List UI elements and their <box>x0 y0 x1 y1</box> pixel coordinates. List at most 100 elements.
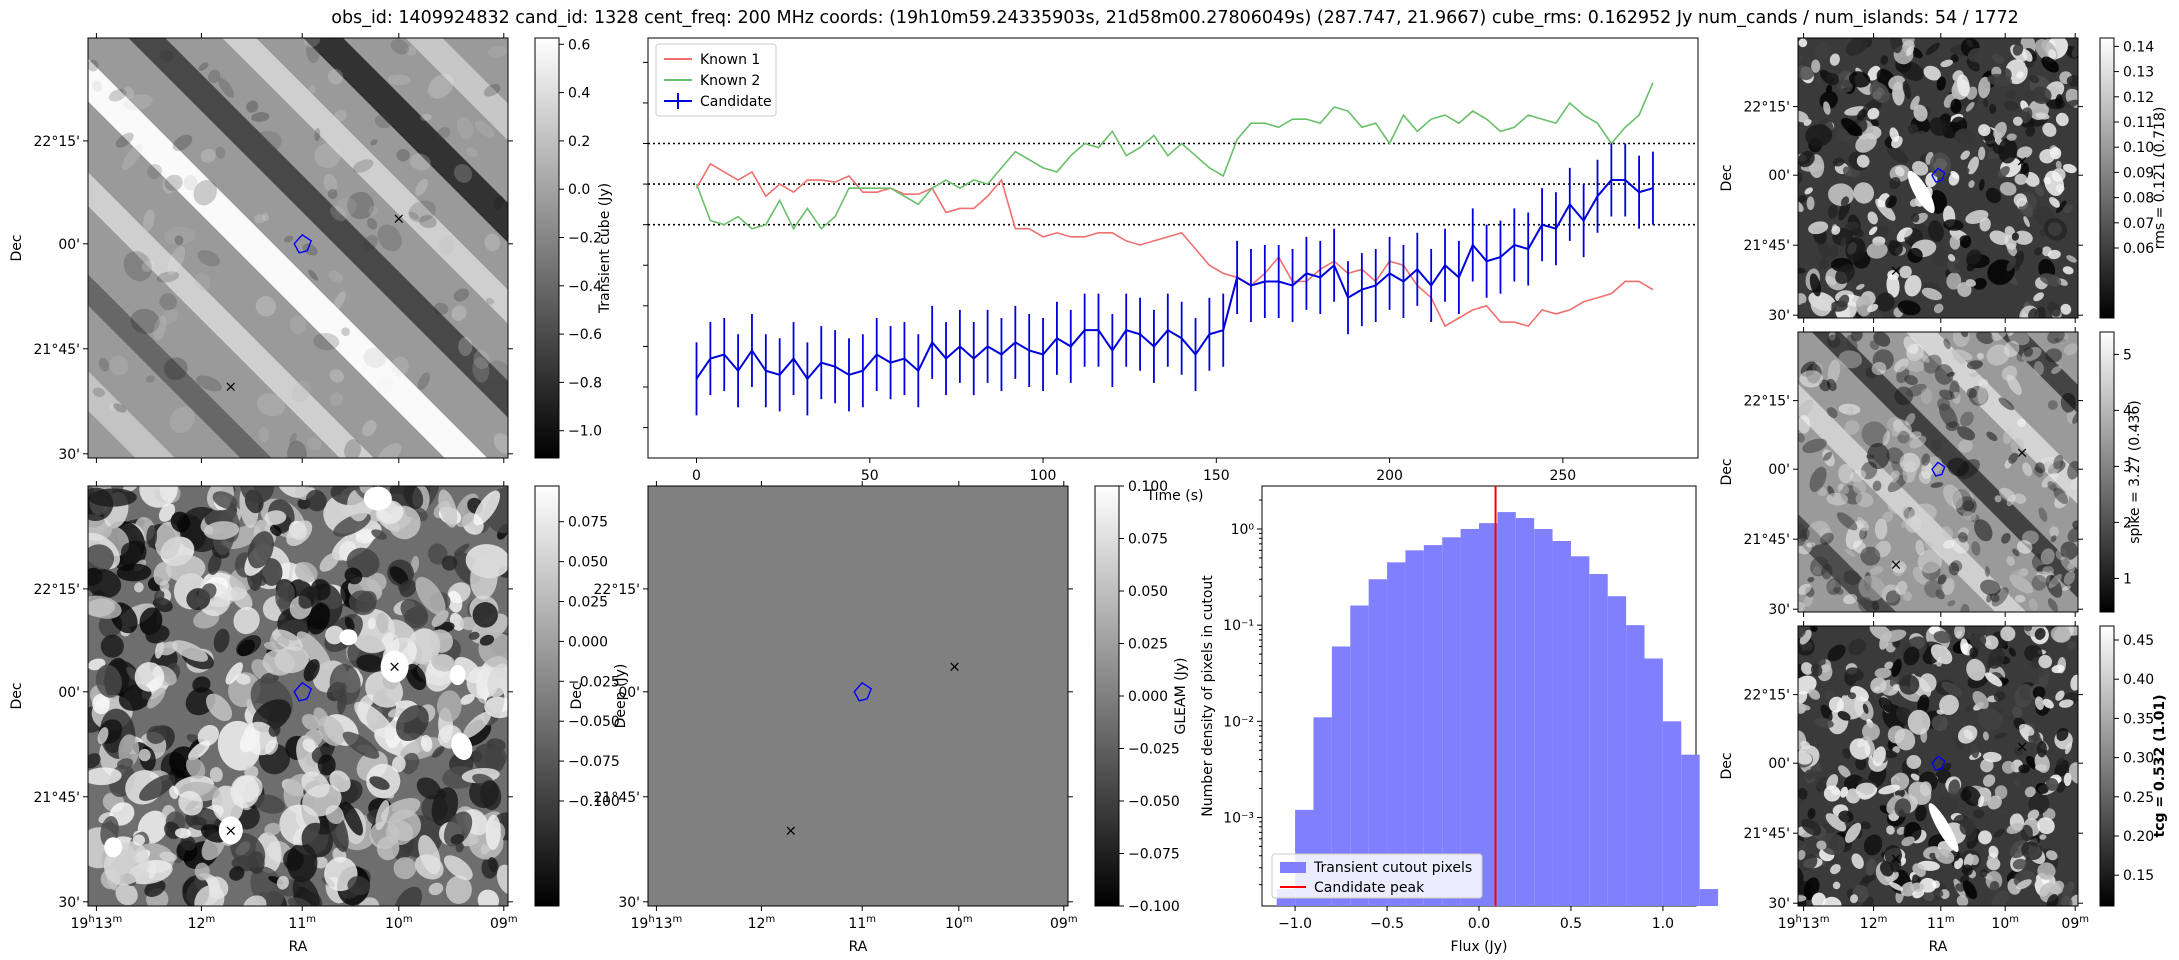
transient-image-blob <box>130 308 160 334</box>
rms-image-blob <box>1907 123 1919 135</box>
tcg-image-blob <box>1891 658 1902 678</box>
tcg-image-dec-tick-label: 21°45' <box>1744 826 1790 842</box>
spike-image-blob <box>1852 480 1867 495</box>
spike-image-blob <box>1991 332 2008 341</box>
deep-image-blob <box>139 774 176 801</box>
spike-image-blob <box>1882 511 1893 523</box>
transient-image-blob <box>473 349 490 370</box>
spike-colorbar-label: spike = 3.27 (0.436) <box>2127 400 2143 544</box>
transient-image-blob <box>344 439 361 458</box>
deep-image-blob <box>369 776 390 790</box>
histogram-bar <box>1570 556 1590 906</box>
deep-image-blob <box>225 662 243 685</box>
gleam-colorbar-tick-label: −0.100 <box>1128 899 1180 915</box>
rms-colorbar-tick-label: 0.12 <box>2123 90 2154 106</box>
rms-image-blob <box>1867 107 1880 120</box>
spike-image-blob <box>1798 601 1805 612</box>
rms-image-blob <box>2066 255 2077 263</box>
transient-image-blob <box>362 419 377 437</box>
tcg-image-blob <box>2038 654 2053 669</box>
transient-image-blob <box>208 69 221 84</box>
tcg-image-blob <box>1959 817 1975 836</box>
rms-image-blob <box>1978 124 1991 137</box>
spike-image-blob <box>2008 452 2019 464</box>
tcg-image-blob <box>2055 690 2065 701</box>
tcg-image-blob <box>1984 672 2003 687</box>
histogram-bar <box>1534 528 1553 906</box>
transient-colorbar-tick-label: 0.4 <box>568 86 590 102</box>
tcg-image-blob <box>2004 714 2014 722</box>
transient-image-blob <box>291 380 312 403</box>
deep-image-blob <box>260 558 283 586</box>
transient-image-blob <box>332 291 346 311</box>
deep-image-blob <box>286 520 313 547</box>
spike-image-blob <box>1909 431 1922 439</box>
transient-image-blob <box>367 218 378 230</box>
transient-image-blob <box>289 315 307 335</box>
deep-image-bright-source <box>451 732 473 760</box>
deep-image-blob <box>230 586 253 610</box>
lightcurve-axes-frame <box>647 37 1699 459</box>
legend-entry-candidate-peak: Candidate peak <box>1314 880 1425 896</box>
rms-image-dec-tick-label: 21°45' <box>1744 238 1790 254</box>
legend-swatch-transient-pixels <box>1280 862 1306 873</box>
deep-image-blob <box>473 490 501 526</box>
gleam-image-ra-tick-label: 19h13m <box>631 914 683 932</box>
tcg-image-blob <box>1845 822 1862 843</box>
rms-image-blob <box>2005 89 2017 99</box>
deep-image-blob <box>342 731 380 759</box>
histogram-ylabel: Number density of pixels in cutout <box>1200 575 1216 817</box>
transient-colorbar-label: Transient cube (Jy) <box>597 183 613 314</box>
gleam-image-candidate-contour <box>853 681 873 702</box>
deep-image-blob <box>303 659 320 682</box>
tcg-image-blob <box>2034 752 2050 773</box>
rms-image-blob <box>1825 275 1837 286</box>
spike-image-blob <box>1827 334 1841 349</box>
gleam-colorbar-label: GLEAM (Jy) <box>1173 658 1189 735</box>
tcg-image-blob <box>2020 824 2033 842</box>
deep-image-blob <box>122 486 138 493</box>
transient-image-blob <box>487 45 508 58</box>
histogram-bar <box>1515 518 1535 906</box>
tcg-image-blob <box>1855 756 1867 771</box>
deep-image-blob <box>237 639 255 657</box>
rms-image-blob <box>1798 151 1815 168</box>
deep-image-blob <box>88 544 115 574</box>
transient-image-blob <box>113 403 127 413</box>
histogram-bar <box>1331 646 1351 906</box>
tcg-image-blob <box>1989 880 2000 893</box>
spike-image-blob <box>1902 357 1925 372</box>
rms-image-blob <box>2039 148 2056 164</box>
spike-image-blob <box>2048 573 2062 589</box>
tcg-image-blob <box>1860 821 1871 830</box>
spike-image-blob <box>1999 487 2016 502</box>
transient-image-blob <box>436 127 451 140</box>
tcg-image-blob <box>1935 848 1955 864</box>
spike-colorbar-tick-label: 1 <box>2123 571 2132 587</box>
deep-image-blob <box>445 875 472 904</box>
rms-image-blob <box>1798 65 1814 80</box>
spike-image-blob <box>1948 562 1960 576</box>
deep-image-blob <box>454 543 470 556</box>
tcg-image-blob <box>2042 808 2056 821</box>
tcg-image-blob <box>1896 826 1906 835</box>
deep-image-blob <box>116 758 134 770</box>
spike-image-blob <box>1919 352 1930 363</box>
rms-colorbar-tick-label: 0.09 <box>2123 165 2154 181</box>
rms-image-blob <box>1888 241 1903 256</box>
tcg-image-blob <box>1970 633 1987 648</box>
deep-colorbar-tick-label: −0.100 <box>568 794 620 810</box>
transient-image-blob <box>174 235 184 246</box>
transient-image-blob <box>167 246 186 276</box>
deep-image-blob <box>403 486 424 510</box>
spike-image-stripe <box>1996 332 2078 414</box>
spike-image-blob <box>1826 492 1849 506</box>
deep-image-blob <box>185 687 216 716</box>
tcg-image-blob <box>1978 708 2003 731</box>
spike-image-blob <box>1937 437 1948 445</box>
tcg-image-blob <box>1948 779 1960 796</box>
deep-image-blob <box>428 543 448 565</box>
spike-image-blob <box>2042 565 2054 577</box>
tcg-image-ra-tick-label: 09m <box>2061 914 2089 932</box>
deep-image-blob <box>169 785 179 800</box>
